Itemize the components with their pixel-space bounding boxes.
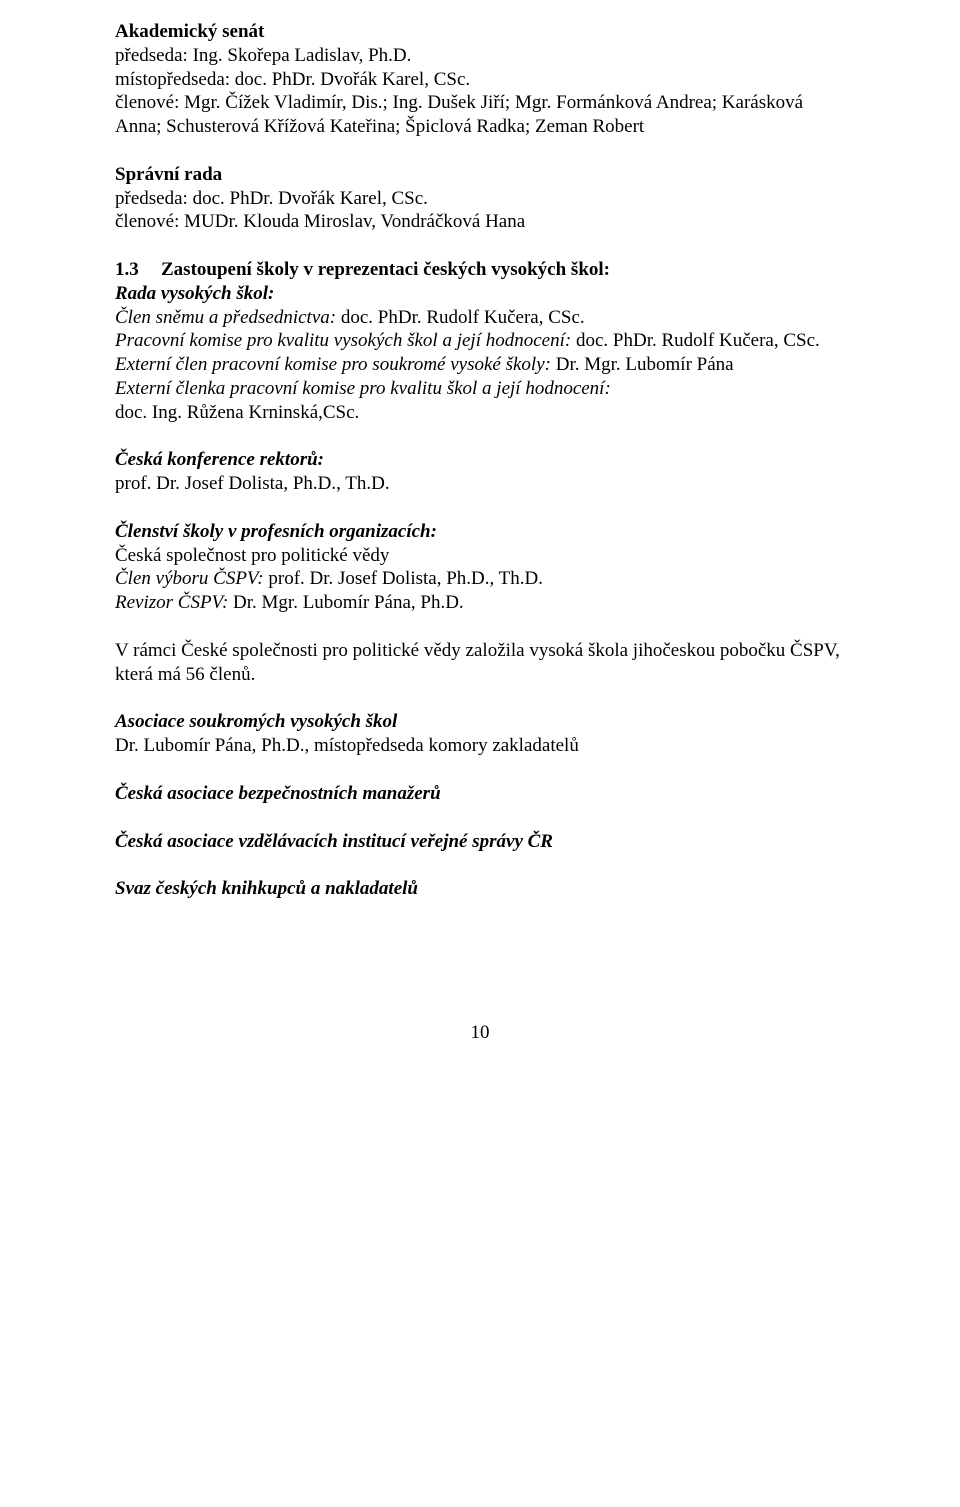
clenstvi-l3: Revizor ČSPV: Dr. Mgr. Lubomír Pána, Ph.…: [115, 591, 845, 615]
sec13-num: 1.3: [115, 258, 161, 282]
page-number: 10: [115, 1021, 845, 1045]
rada-predseda: předseda: doc. PhDr. Dvořák Karel, CSc.: [115, 187, 845, 211]
senat-mistopredseda: místopředseda: doc. PhDr. Dvořák Karel, …: [115, 68, 845, 92]
asvs-block: Asociace soukromých vysokých škol Dr. Lu…: [115, 710, 845, 758]
clenstvi-l1: Česká společnost pro politické vědy: [115, 544, 845, 568]
ckr-title: Česká konference rektorů:: [115, 448, 845, 472]
akademicky-senat-block: Akademický senát předseda: Ing. Skořepa …: [115, 20, 845, 139]
section-1-3: 1.3Zastoupení školy v reprezentaci český…: [115, 258, 845, 424]
rvs-line4: Externí členka pracovní komise pro kvali…: [115, 377, 845, 401]
cabm-title: Česká asociace bezpečnostních manažerů: [115, 782, 845, 806]
clenstvi-block: Členství školy v profesních organizacích…: [115, 520, 845, 615]
rada-clenove: členové: MUDr. Klouda Miroslav, Vondráčk…: [115, 210, 845, 234]
cavi-title: Česká asociace vzdělávacích institucí ve…: [115, 830, 845, 854]
clenstvi-title: Členství školy v profesních organizacích…: [115, 520, 845, 544]
senat-predseda: předseda: Ing. Skořepa Ladislav, Ph.D.: [115, 44, 845, 68]
csvp-paragraph: V rámci České společnosti pro politické …: [115, 639, 845, 687]
senat-clenove: členové: Mgr. Čížek Vladimír, Dis.; Ing.…: [115, 91, 845, 139]
rada-title: Správní rada: [115, 164, 222, 185]
svaz-title: Svaz českých knihkupců a nakladatelů: [115, 877, 845, 901]
rvs-line2: Pracovní komise pro kvalitu vysokých ško…: [115, 329, 845, 353]
rvs-line3: Externí člen pracovní komise pro soukrom…: [115, 353, 845, 377]
senat-title: Akademický senát: [115, 21, 264, 42]
rvs-title: Rada vysokých škol:: [115, 282, 845, 306]
ckr-block: Česká konference rektorů: prof. Dr. Jose…: [115, 448, 845, 496]
ckr-line: prof. Dr. Josef Dolista, Ph.D., Th.D.: [115, 472, 845, 496]
rvs-line1: Člen sněmu a předsednictva: doc. PhDr. R…: [115, 306, 845, 330]
spravni-rada-block: Správní rada předseda: doc. PhDr. Dvořák…: [115, 163, 845, 234]
sec13-heading: 1.3Zastoupení školy v reprezentaci český…: [115, 258, 845, 282]
asvs-title: Asociace soukromých vysokých škol: [115, 710, 845, 734]
rvs-line5: doc. Ing. Růžena Krninská,CSc.: [115, 401, 845, 425]
clenstvi-l2: Člen výboru ČSPV: prof. Dr. Josef Dolist…: [115, 567, 845, 591]
asvs-line: Dr. Lubomír Pána, Ph.D., místopředseda k…: [115, 734, 845, 758]
sec13-title: Zastoupení školy v reprezentaci českých …: [161, 259, 610, 280]
